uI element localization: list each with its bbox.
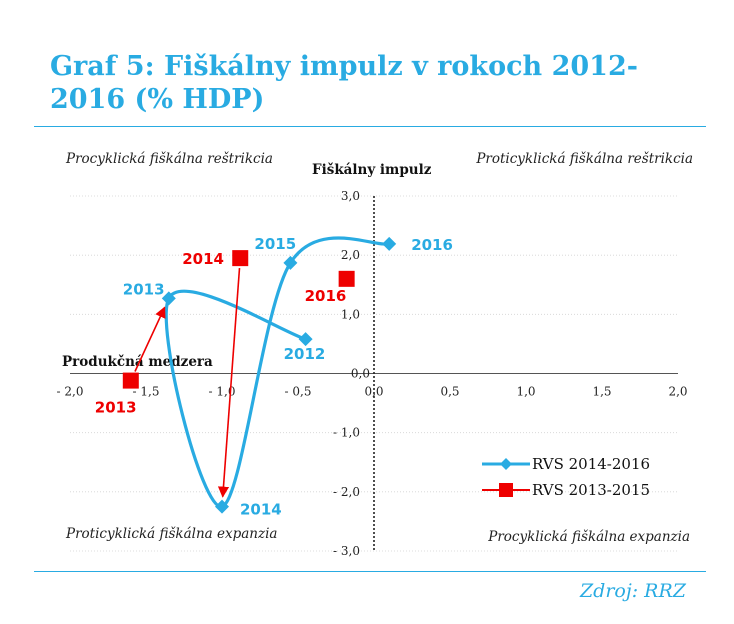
legend-label-0: RVS 2014-2016	[532, 455, 650, 473]
data-point-blue	[161, 291, 176, 306]
chart-title: Graf 5: Fiškálny impulz v rokoch 2012-20…	[50, 51, 638, 115]
source-note: Zdroj: RRZ	[579, 580, 686, 602]
quadrant-label-top-left: Procyklická fiškálna reštrikcia	[65, 151, 273, 167]
series	[122, 236, 397, 514]
data-label-blue: 2012	[284, 345, 326, 363]
data-point-red	[232, 250, 249, 267]
legend-marker-square	[499, 483, 513, 497]
arrow-2014-revision	[217, 268, 241, 498]
y-tick-label: - 2,0	[333, 485, 360, 499]
axes	[70, 196, 678, 551]
data-label-red: 2013	[95, 399, 137, 417]
x-tick-label: - 1,0	[209, 385, 236, 399]
y-tick-label: - 3,0	[333, 544, 360, 558]
legend-label-1: RVS 2013-2015	[532, 481, 650, 499]
x-tick-label: - 0,5	[285, 385, 312, 399]
x-tick-label: 0,0	[364, 385, 383, 399]
data-label-red: 2016	[305, 287, 347, 305]
data-label-blue: 2015	[254, 235, 296, 253]
data-labels: 2012 2013 2014 2015 2016 2013 2014 2016	[95, 235, 453, 519]
data-label-red: 2014	[182, 250, 224, 268]
footer-rule	[34, 571, 706, 572]
x-tick-label: 1,5	[592, 385, 611, 399]
y-tick-label: 1,0	[341, 307, 360, 321]
title-underline	[34, 126, 706, 127]
data-point-red	[122, 372, 139, 389]
quadrant-label-bottom-left: Proticyklická fiškálna expanzia	[65, 526, 277, 542]
legend-marker-diamond	[500, 458, 512, 470]
data-point-blue	[215, 499, 229, 514]
y-tick-label: 3,0	[341, 189, 360, 203]
x-tick-label: - 1,5	[133, 385, 160, 399]
legend-item-rvs-2014-2016[interactable]: RVS 2014-2016	[482, 455, 650, 473]
arrow-2013-revision	[134, 306, 166, 372]
x-tick-label: 2,0	[668, 385, 687, 399]
y-axis-title: Fiškálny impulz	[312, 162, 432, 178]
data-label-blue: 2013	[123, 280, 165, 298]
x-tick-label: 0,5	[440, 385, 459, 399]
data-point-blue	[382, 236, 397, 251]
legend: RVS 2014-2016 RVS 2013-2015	[482, 455, 650, 499]
chart-area: Procyklická fiškálna reštrikcia Proticyk…	[57, 151, 693, 558]
data-point-blue	[283, 255, 298, 270]
legend-item-rvs-2013-2015[interactable]: RVS 2013-2015	[482, 481, 650, 499]
data-point-blue	[298, 332, 313, 347]
x-axis-title: Produkčná medzera	[62, 354, 213, 370]
x-tick-label: - 2,0	[57, 385, 84, 399]
data-point-red	[338, 270, 355, 287]
y-tick-label: 2,0	[341, 248, 360, 262]
data-label-blue: 2014	[240, 501, 282, 519]
tick-labels: - 2,0 - 1,5 - 1,0 - 0,5 0,0 0,5 1,0 1,5 2,0 - 3,0…	[57, 189, 688, 558]
y-tick-label: - 1,0	[333, 426, 360, 440]
y-tick-label: 0,0	[351, 367, 370, 381]
x-tick-label: 1,0	[516, 385, 535, 399]
data-label-blue: 2016	[411, 236, 453, 254]
quadrant-label-top-right: Proticyklická fiškálna reštrikcia	[475, 151, 693, 167]
quadrant-label-bottom-right: Procyklická fiškálna expanzia	[487, 529, 690, 545]
